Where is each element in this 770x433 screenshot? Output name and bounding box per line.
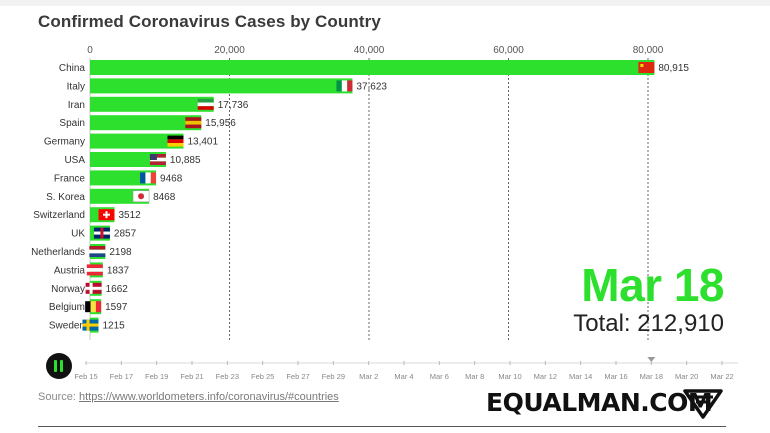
switzerland-flag-icon <box>98 209 115 221</box>
value-label: 17,736 <box>218 100 249 111</box>
current-date: Mar 18 <box>581 259 724 311</box>
category-label: Sweden <box>49 321 85 332</box>
sweden-flag-icon <box>82 319 99 331</box>
chart-title: Confirmed Coronavirus Cases by Country <box>38 12 381 31</box>
timeline-label: Feb 23 <box>216 372 239 381</box>
value-label: 9468 <box>160 173 183 184</box>
source-prefix: Source: <box>38 391 79 403</box>
bar <box>90 96 214 112</box>
value-label: 1837 <box>107 265 130 276</box>
value-label: 8468 <box>153 192 176 203</box>
china-flag-icon <box>638 62 655 73</box>
category-label: Norway <box>51 284 85 295</box>
timeline-label: Mar 2 <box>359 372 378 381</box>
timeline-label: Feb 15 <box>74 372 97 381</box>
value-label: 13,401 <box>187 137 218 148</box>
value-label: 80,915 <box>658 63 689 74</box>
south-korea-flag-icon <box>132 190 150 203</box>
netherlands-flag-icon <box>89 246 106 257</box>
value-label: 3512 <box>118 210 141 221</box>
timeline-label: Feb 21 <box>180 372 203 381</box>
footer-divider <box>38 426 726 427</box>
timeline-label: Mar 10 <box>498 372 521 381</box>
chart-frame <box>30 6 744 426</box>
value-label: 37,623 <box>356 81 387 92</box>
belgium-flag-icon <box>85 301 102 313</box>
timeline-label: Mar 14 <box>569 372 592 381</box>
category-label: S. Korea <box>46 192 85 203</box>
timeline-label: Mar 6 <box>430 372 449 381</box>
bar <box>90 170 157 186</box>
timeline-label: Mar 20 <box>675 372 698 381</box>
value-label: 15,956 <box>205 118 236 129</box>
usa-flag-icon <box>149 154 166 165</box>
x-tick-label: 40,000 <box>354 45 385 56</box>
france-flag-icon <box>140 172 157 184</box>
total-cases: Total: 212,910 <box>573 310 724 337</box>
category-label: Spain <box>59 118 85 129</box>
bar <box>90 78 353 94</box>
value-label: 1662 <box>106 284 129 295</box>
category-label: Germany <box>44 137 85 148</box>
source-note: Source: https://www.worldometers.info/co… <box>38 391 339 403</box>
category-label: Austria <box>54 265 86 276</box>
timeline-label: Feb 29 <box>322 372 345 381</box>
timeline-label: Mar 18 <box>640 372 663 381</box>
category-label: UK <box>71 229 85 240</box>
timeline-label: Mar 8 <box>465 372 484 381</box>
category-label: Belgium <box>49 302 85 313</box>
value-label: 1597 <box>105 302 128 313</box>
timeline-label: Mar 4 <box>394 372 413 381</box>
germany-flag-icon <box>167 135 184 147</box>
value-label: 10,885 <box>170 155 201 166</box>
source-link[interactable]: https://www.worldometers.info/coronaviru… <box>78 391 339 403</box>
bar <box>90 133 184 149</box>
bar <box>90 115 202 131</box>
category-label: China <box>59 63 86 74</box>
category-label: Switzerland <box>33 210 85 221</box>
bar <box>90 60 655 75</box>
value-label: 2198 <box>109 247 132 258</box>
timeline-label: Feb 17 <box>110 372 133 381</box>
x-tick-label: 20,000 <box>214 45 245 56</box>
timeline-label: Feb 25 <box>251 372 274 381</box>
x-tick-label: 0 <box>87 45 93 56</box>
uk-flag-icon <box>93 227 110 239</box>
timeline-label: Mar 12 <box>534 372 557 381</box>
brand-logo-text: EQUALMAN.COM <box>486 388 713 417</box>
category-label: Italy <box>67 81 85 92</box>
value-label: 1215 <box>102 321 125 332</box>
spain-flag-icon <box>185 117 202 129</box>
category-label: Netherlands <box>31 247 85 258</box>
timeline-label: Mar 16 <box>604 372 627 381</box>
timeline-label: Feb 27 <box>286 372 309 381</box>
italy-flag-icon <box>336 80 353 92</box>
bar <box>90 152 166 167</box>
category-label: Iran <box>68 100 85 111</box>
iran-flag-icon <box>197 98 214 110</box>
x-tick-label: 60,000 <box>493 45 524 56</box>
timeline-position-marker[interactable] <box>647 357 656 362</box>
value-label: 2857 <box>114 229 137 240</box>
pause-icon <box>54 360 64 372</box>
austria-flag-icon <box>86 264 103 276</box>
timeline-label: Feb 19 <box>145 372 168 381</box>
pause-button[interactable] <box>46 353 72 379</box>
timeline-label: Mar 22 <box>710 372 733 381</box>
superhero-shield-icon <box>683 389 723 419</box>
category-label: France <box>54 173 86 184</box>
x-tick-label: 80,000 <box>633 45 664 56</box>
category-label: USA <box>64 155 85 166</box>
top-strip <box>0 0 770 6</box>
norway-flag-icon <box>85 282 102 294</box>
